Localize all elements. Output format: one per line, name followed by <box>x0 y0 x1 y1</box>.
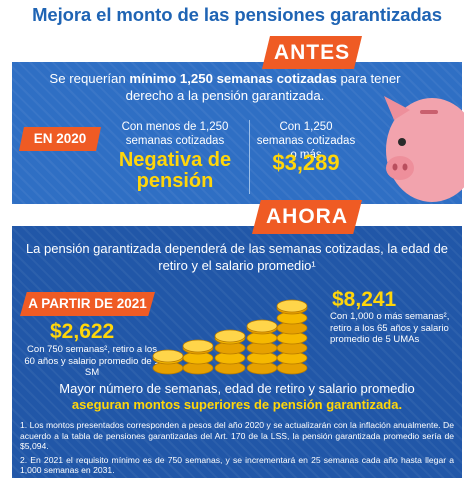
coin-stacks-icon <box>152 299 308 375</box>
antes-lead-post: para tener derecho a la pensión garantiz… <box>125 71 401 103</box>
year-badge-2021: A PARTIR DE 2021 <box>20 292 155 316</box>
col-more-text: Con 1,250 semanas cotizadas o más <box>256 121 356 161</box>
col-less-value: Negativa de pensión <box>118 149 232 192</box>
year-badge-2020: EN 2020 <box>19 127 101 151</box>
antes-tag: ANTES <box>262 36 362 69</box>
antes-lead-pre: Se requerían <box>49 71 130 86</box>
antes-lead-bold: mínimo 1,250 semanas cotizadas <box>129 71 337 86</box>
piggy-bank-icon <box>384 96 464 202</box>
ahora-tag: AHORA <box>252 200 362 234</box>
footnotes: 1. Los montos presentados corresponden a… <box>20 420 454 479</box>
col-less-text: Con menos de 1,250 semanas cotizadas <box>121 121 229 147</box>
high-pension-value: $8,241 <box>332 288 397 311</box>
antes-lead: Se requerían mínimo 1,250 semanas cotiza… <box>30 70 420 104</box>
low-pension-value: $2,622 <box>50 320 115 343</box>
col-more-value: $3,289 <box>272 150 340 175</box>
column-divider <box>249 120 250 194</box>
conclusion-line-2: aseguran montos superiores de pensión ga… <box>71 397 403 412</box>
footnote-1: 1. Los montos presentados corresponden a… <box>20 420 454 451</box>
conclusion-line-1: Mayor número de semanas, edad de retiro … <box>59 381 415 396</box>
antes-panel <box>12 62 462 204</box>
high-pension-text: Con 1,000 o más semanas², retiro a los 6… <box>330 311 450 345</box>
ahora-lead: La pensión garantizada dependerá de las … <box>25 241 449 273</box>
footnote-2: 2. En 2021 el requisito mínimo es de 750… <box>20 454 454 476</box>
low-pension-text: Con 750 semanas², retiro a los 60 años y… <box>24 344 160 378</box>
page-title: Mejora el monto de las pensiones garanti… <box>32 4 442 25</box>
